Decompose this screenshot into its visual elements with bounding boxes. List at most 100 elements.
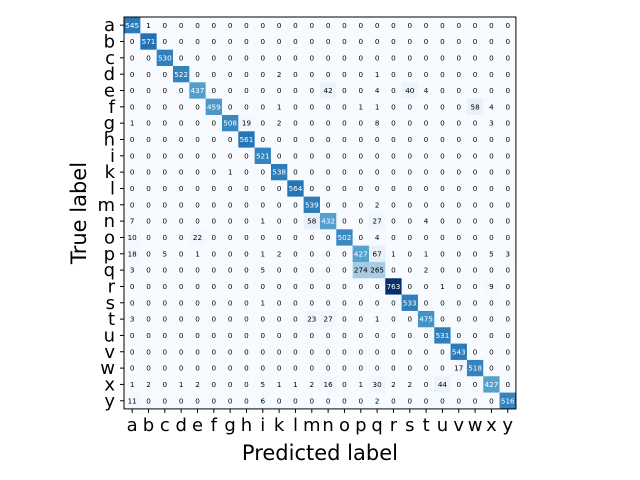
cell-value-label: 0 — [228, 53, 233, 62]
cell-value-label: 0 — [163, 21, 168, 30]
heatmap-cell — [238, 98, 255, 116]
cell-value-label: 0 — [146, 200, 151, 209]
heatmap-cell — [368, 196, 386, 214]
heatmap-cell — [189, 212, 206, 230]
y-tick-label: c — [105, 48, 115, 69]
heatmap-cell — [221, 343, 239, 361]
cell-value-label: 6 — [261, 396, 266, 405]
heatmap-cell — [499, 294, 517, 312]
heatmap-cell — [205, 114, 223, 132]
heatmap-cell — [368, 245, 386, 263]
heatmap-cell — [254, 376, 272, 393]
heatmap-cell — [156, 294, 174, 312]
cell-value-label: 0 — [473, 282, 478, 291]
heatmap-cell — [238, 114, 255, 132]
cell-value-label: 0 — [310, 119, 315, 128]
cell-value-label: 5 — [163, 249, 168, 258]
cell-value-label: 1 — [195, 249, 200, 258]
heatmap-cell — [221, 98, 239, 116]
heatmap-cell — [336, 278, 353, 295]
cell-value-label: 0 — [228, 396, 233, 405]
cell-value-label: 0 — [277, 396, 282, 405]
heatmap-cell — [319, 82, 337, 99]
heatmap-cell — [483, 131, 500, 148]
cell-value-label: 561 — [240, 135, 254, 144]
cell-value-label: 0 — [179, 102, 184, 111]
cell-value-label: 0 — [244, 151, 249, 160]
cell-value-label: 0 — [391, 37, 396, 46]
heatmap-cell — [401, 131, 419, 148]
cell-value-label: 0 — [293, 151, 298, 160]
x-tick-label: f — [211, 415, 218, 436]
heatmap-cell — [221, 261, 239, 279]
heatmap-cell — [189, 310, 206, 328]
heatmap-cell — [287, 229, 304, 246]
cell-value-label: 0 — [244, 315, 249, 324]
heatmap-cell — [254, 310, 272, 328]
cell-value-label: 0 — [391, 184, 396, 193]
cell-value-label: 0 — [375, 168, 380, 177]
cell-value-label: 0 — [163, 168, 168, 177]
heatmap-cell — [172, 98, 190, 116]
cell-value-label: 0 — [293, 70, 298, 79]
cell-value-label: 0 — [212, 151, 217, 160]
cell-value-label: 0 — [212, 70, 217, 79]
heatmap-cell — [205, 147, 223, 165]
heatmap-cell — [401, 147, 419, 165]
heatmap-cell — [221, 229, 239, 246]
heatmap-cell — [221, 196, 239, 214]
heatmap-cell — [172, 82, 190, 99]
y-tick-label: d — [104, 64, 115, 85]
cell-value-label: 0 — [505, 21, 510, 30]
heatmap-cell — [124, 17, 141, 34]
cell-value-label: 0 — [261, 135, 266, 144]
cell-value-label: 0 — [146, 184, 151, 193]
cell-value-label: 0 — [228, 298, 233, 307]
cell-value-label: 2 — [375, 396, 380, 405]
heatmap-cell — [401, 82, 419, 99]
cell-value-label: 0 — [228, 217, 233, 226]
cell-value-label: 0 — [130, 37, 135, 46]
heatmap-cell — [221, 49, 239, 67]
cell-value-label: 0 — [456, 184, 461, 193]
heatmap-cell — [254, 98, 272, 116]
cell-value-label: 0 — [212, 282, 217, 291]
cell-value-label: 0 — [146, 282, 151, 291]
heatmap-cell — [205, 392, 223, 410]
cell-value-label: 0 — [228, 380, 233, 389]
cell-value-label: 0 — [277, 21, 282, 30]
heatmap-cell — [238, 376, 255, 393]
heatmap-cell — [401, 229, 419, 246]
heatmap-cell — [156, 17, 174, 34]
cell-value-label: 0 — [342, 331, 347, 340]
heatmap-cell — [401, 17, 419, 34]
x-tick-label: v — [453, 415, 464, 436]
cell-value-label: 0 — [130, 86, 135, 95]
cell-value-label: 0 — [212, 249, 217, 258]
y-tick-label: p — [104, 244, 115, 265]
cell-value-label: 0 — [130, 135, 135, 144]
cell-value-label: 0 — [326, 249, 331, 258]
cell-value-label: 58 — [307, 217, 317, 226]
heatmap-cell — [483, 327, 500, 344]
cell-value-label: 0 — [310, 70, 315, 79]
heatmap-cell — [450, 392, 468, 410]
heatmap-cell — [124, 392, 141, 410]
heatmap-cell — [124, 294, 141, 312]
cell-value-label: 0 — [342, 364, 347, 373]
cell-value-label: 0 — [293, 364, 298, 373]
heatmap-cell — [303, 359, 321, 377]
cell-value-label: 0 — [489, 21, 494, 30]
cell-value-label: 0 — [489, 86, 494, 95]
cell-value-label: 0 — [440, 168, 445, 177]
heatmap-cell — [303, 131, 321, 148]
cell-value-label: 2 — [424, 266, 429, 275]
heatmap-cell — [385, 17, 402, 34]
cell-value-label: 0 — [163, 184, 168, 193]
cell-value-label: 0 — [440, 135, 445, 144]
cell-value-label: 0 — [424, 135, 429, 144]
heatmap-cell — [270, 65, 288, 83]
cell-value-label: 0 — [456, 266, 461, 275]
heatmap-cell — [483, 229, 500, 246]
